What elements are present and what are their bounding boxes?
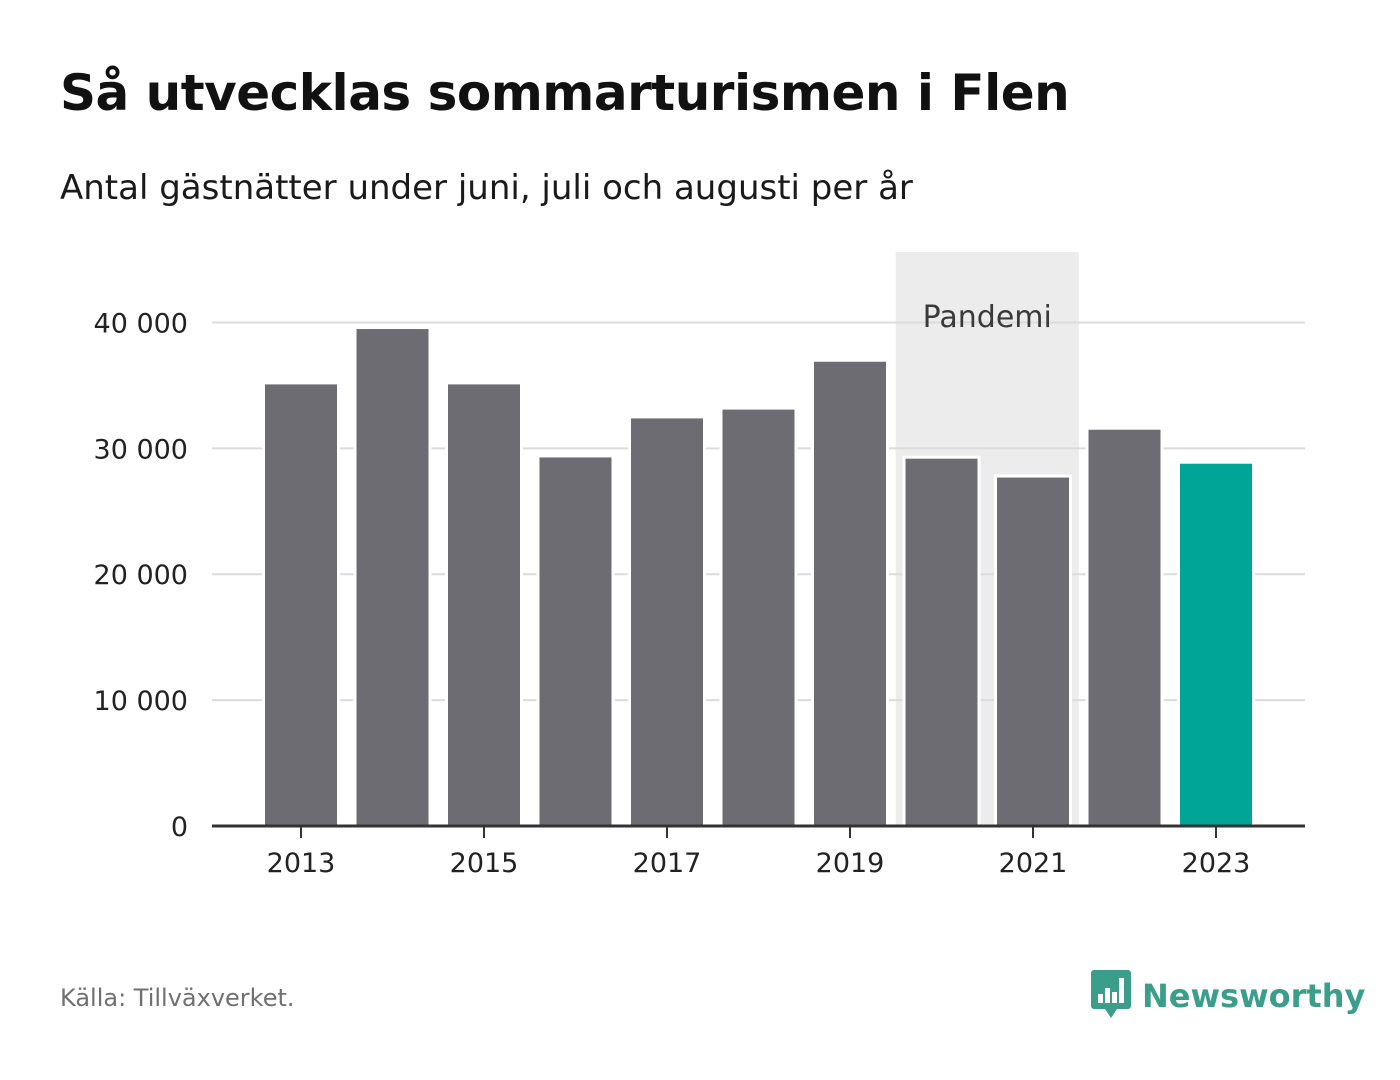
bar-2019 (811, 358, 889, 828)
pandemic-label: Pandemi (923, 300, 1052, 335)
bar-2023 (1177, 460, 1255, 828)
bar-2021 (994, 474, 1072, 828)
bar-2022 (1085, 426, 1164, 828)
bar-2014 (353, 326, 432, 828)
bar-2018 (719, 406, 798, 828)
chart-subtitle: Antal gästnätter under juni, juli och au… (60, 168, 913, 208)
x-tick-label: 2015 (450, 848, 519, 879)
brand-logo[interactable]: Newsworthy (1090, 968, 1365, 1024)
x-tick-label: 2021 (999, 848, 1068, 879)
y-tick-label: 40 000 (94, 308, 188, 339)
bar-2017 (628, 415, 706, 828)
bar-chart: 0 10 000 20 000 30 000 40 000 Pandemi 2013 2015… (94, 252, 1305, 879)
brand-name: Newsworthy (1142, 977, 1366, 1015)
y-tick-label: 10 000 (94, 686, 188, 717)
y-tick-label: 30 000 (94, 434, 188, 465)
y-tick-label: 20 000 (94, 560, 188, 591)
x-tick-label: 2013 (267, 848, 336, 879)
x-tick-label: 2017 (633, 848, 702, 879)
bar-2016 (536, 454, 615, 828)
y-tick-label: 0 (171, 812, 188, 843)
chart-title: Så utvecklas sommarturismen i Flen (60, 64, 1070, 122)
bar-2015 (445, 381, 523, 828)
bar-2020 (902, 455, 981, 828)
x-tick-label: 2019 (816, 848, 885, 879)
source-note: Källa: Tillväxverket. (60, 984, 295, 1012)
newsworthy-logo-icon (1090, 968, 1132, 1024)
x-tick-label: 2023 (1182, 848, 1251, 879)
bar-2013 (262, 381, 340, 828)
